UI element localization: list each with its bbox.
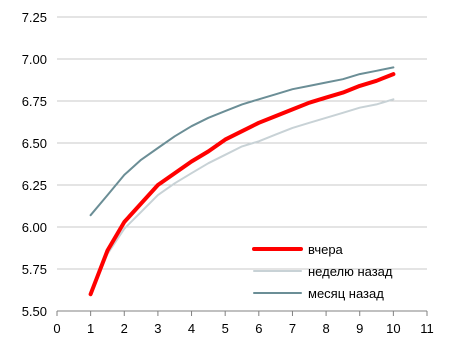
y-tick-label: 6.00 — [22, 220, 47, 235]
series-line-1 — [89, 98, 395, 294]
legend-label-1: неделю назад — [308, 264, 393, 279]
x-tick-label: 7 — [289, 321, 296, 336]
y-tick-label: 7.25 — [22, 10, 47, 25]
gridlines — [57, 16, 427, 270]
x-tick-label: 4 — [188, 321, 195, 336]
x-tick-label: 10 — [386, 321, 400, 336]
y-tick-label: 7.00 — [22, 52, 47, 67]
legend-label-0: вчера — [308, 242, 344, 257]
series-line-0 — [88, 72, 396, 297]
y-tick-label: 6.25 — [22, 178, 47, 193]
x-tick-label: 0 — [53, 321, 60, 336]
legend: вчера неделю назад месяц назад — [252, 242, 393, 301]
x-tick-label: 5 — [222, 321, 229, 336]
x-tick-label: 9 — [356, 321, 363, 336]
y-tick-label: 6.75 — [22, 94, 47, 109]
series-line-2 — [89, 66, 395, 217]
legend-label-2: месяц назад — [308, 286, 384, 301]
y-tick-label: 6.50 — [22, 136, 47, 151]
x-tick-label: 3 — [154, 321, 161, 336]
x-tick-label: 11 — [420, 321, 434, 336]
x-tick-label: 2 — [121, 321, 128, 336]
axes: 5.50 5.75 6.00 6.25 6.50 6.75 7.00 7.25 0 1 2 3 4 5 6 7… — [22, 10, 434, 336]
x-tick-label: 6 — [255, 321, 262, 336]
series-lines — [88, 66, 396, 297]
x-tick-label: 1 — [87, 321, 94, 336]
y-tick-label: 5.75 — [22, 262, 47, 277]
x-tick-label: 8 — [322, 321, 329, 336]
y-tick-label: 5.50 — [22, 304, 47, 319]
